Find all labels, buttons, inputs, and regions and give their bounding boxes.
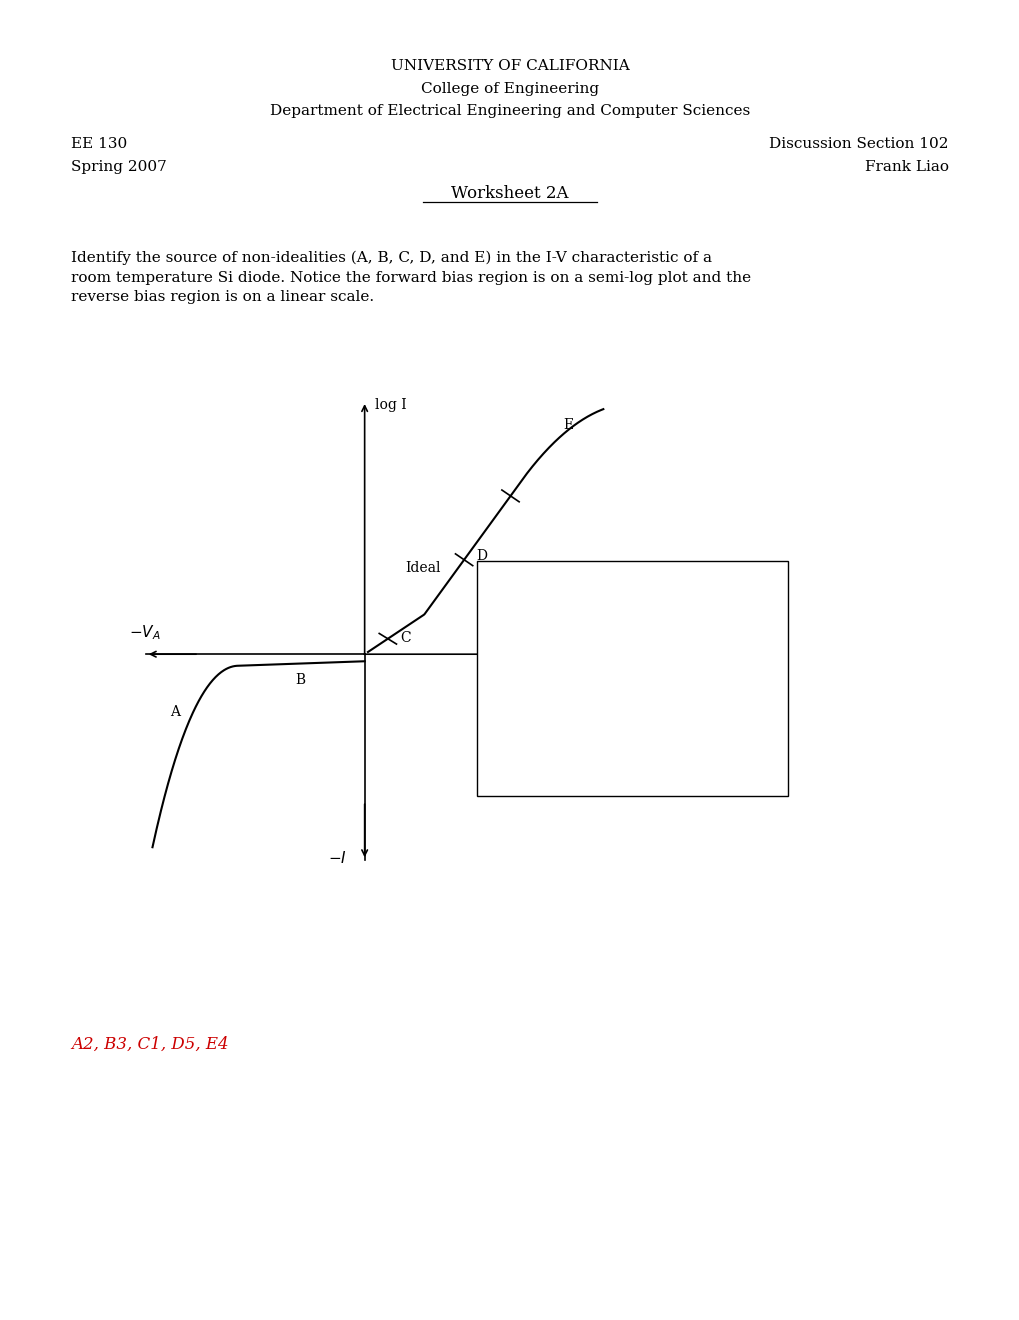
Text: UNIVERSITY OF CALIFORNIA: UNIVERSITY OF CALIFORNIA [390, 59, 629, 74]
Text: College of Engineering: College of Engineering [421, 82, 598, 96]
Text: A: A [170, 705, 180, 719]
Text: Worksheet 2A: Worksheet 2A [450, 185, 569, 202]
Text: D: D [476, 549, 486, 562]
Text: Frank Liao: Frank Liao [864, 160, 948, 174]
Text: E: E [564, 418, 573, 432]
Text: log I: log I [374, 399, 406, 412]
Text: Ideal: Ideal [406, 561, 441, 574]
Text: Department of Electrical Engineering and Computer Sciences: Department of Electrical Engineering and… [270, 104, 749, 119]
Text: B: B [294, 673, 305, 688]
Text: Spring 2007: Spring 2007 [71, 160, 167, 174]
Text: Identify the source of non-idealities (A, B, C, D, and E) in the I-V characteris: Identify the source of non-idealities (A… [71, 251, 751, 304]
Text: C: C [399, 631, 410, 644]
Text: 1. Thermal recombination in the
depletion region
2. Avalanching and/or Zener pro: 1. Thermal recombination in the depletio… [489, 572, 748, 689]
Text: $-I$: $-I$ [328, 850, 346, 866]
Text: A2, B3, C1, D5, E4: A2, B3, C1, D5, E4 [71, 1036, 229, 1053]
Text: EE 130: EE 130 [71, 137, 127, 152]
Text: $V_A$: $V_A$ [646, 656, 664, 676]
Text: $-V_A$: $-V_A$ [129, 624, 161, 643]
Text: Discussion Section 102: Discussion Section 102 [768, 137, 948, 152]
